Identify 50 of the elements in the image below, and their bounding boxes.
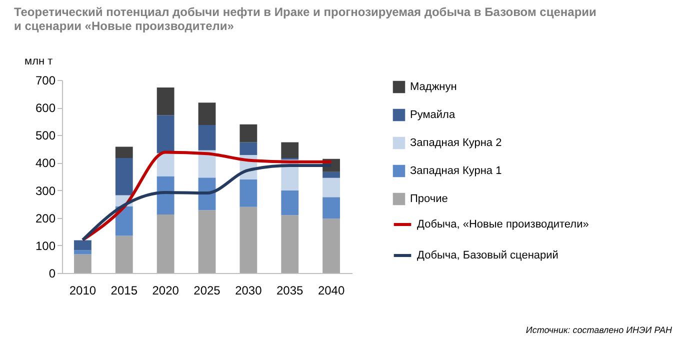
- bar: [322, 172, 340, 178]
- y-tick-label: 200: [35, 211, 56, 226]
- bar: [198, 102, 216, 125]
- legend-label: Добыча, Базовый сценарий: [417, 250, 558, 262]
- bar: [240, 142, 258, 155]
- bar: [115, 236, 133, 273]
- bar: [198, 124, 216, 150]
- y-tick-label: 700: [35, 74, 56, 88]
- text: Источник: составлено ИНЭИ РАН: [526, 325, 672, 335]
- legend-label: Маджнун: [410, 81, 457, 93]
- y-axis-title: млн т: [24, 56, 53, 68]
- bar: [322, 218, 340, 273]
- legend-label: Западная Курна 1: [410, 165, 502, 177]
- bar: [240, 124, 258, 142]
- y-tick-label: 500: [35, 128, 56, 143]
- y-tick-label: 0: [48, 266, 56, 280]
- bar: [156, 87, 174, 116]
- bar: [156, 115, 174, 154]
- bar: [240, 206, 258, 273]
- bar: [115, 146, 133, 158]
- x-tick-label: 2015: [110, 284, 138, 298]
- bar: [240, 180, 258, 207]
- y-tick-label: 300: [35, 184, 56, 198]
- bar: [322, 197, 340, 219]
- bar: [281, 190, 299, 216]
- x-tick-label: 2040: [318, 284, 345, 298]
- bar: [74, 240, 92, 250]
- x-tick-label: 2030: [235, 284, 262, 298]
- legend-label: Румайла: [410, 109, 456, 121]
- bar: [281, 142, 299, 158]
- x-tick-label: 2035: [276, 284, 304, 298]
- x-tick-label: 2010: [69, 284, 96, 298]
- x-tick-label: 2020: [152, 284, 180, 298]
- y-tick-label: 100: [35, 238, 56, 253]
- bar: [322, 178, 340, 198]
- legend-label: Западная Курна 2: [410, 137, 502, 149]
- x-tick-label: 2025: [194, 284, 221, 298]
- y-tick-label: 600: [35, 101, 56, 116]
- bar: [156, 153, 174, 176]
- bar: [74, 254, 92, 273]
- bar: [156, 214, 174, 273]
- bar: [74, 250, 92, 254]
- bar: [115, 158, 133, 196]
- bar: [156, 176, 174, 215]
- bar: [281, 215, 299, 273]
- legend-label: Прочие: [410, 193, 448, 205]
- chart-title: Теоретический потенциал добычи нефти в Ираке и прогнозируемая добыча в Базовом сценарии и сценарии «Новые производители»: [14, 5, 596, 33]
- y-tick-label: 400: [35, 156, 56, 170]
- legend-label: Добыча, «Новые производители»: [417, 218, 589, 230]
- bar: [198, 210, 216, 273]
